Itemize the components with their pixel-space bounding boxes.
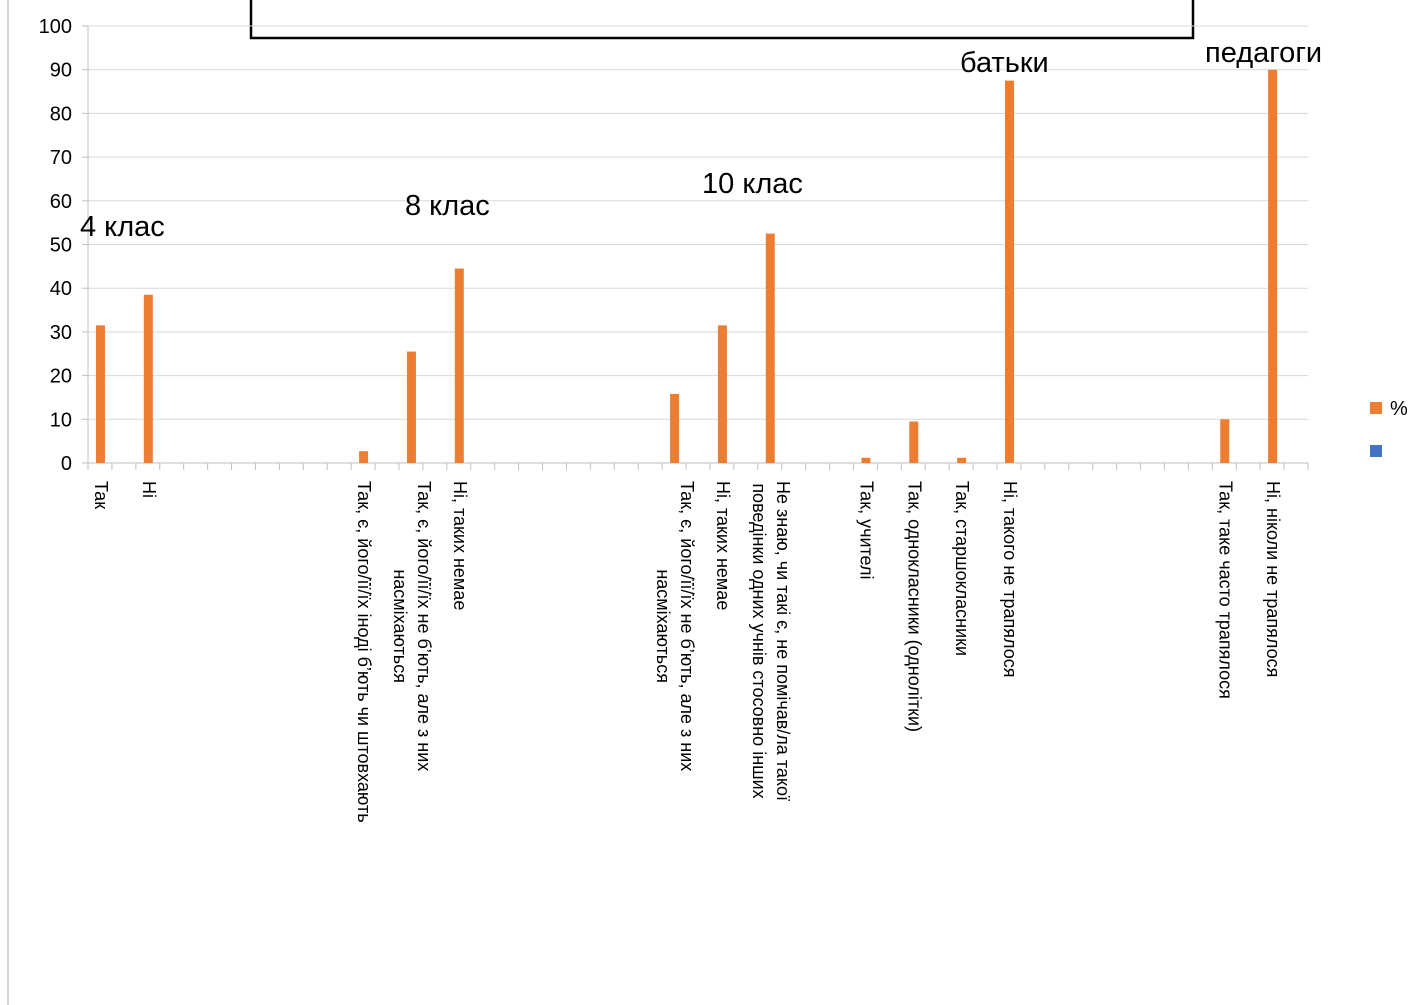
annotation: 10 клас [702, 168, 803, 200]
y-tick-label: 50 [50, 235, 72, 257]
y-tick-label: 20 [50, 366, 72, 388]
bar [143, 294, 153, 463]
bar [717, 325, 727, 463]
x-tick-label: Так [91, 481, 111, 509]
x-tick-label: Так, однокласники (однолітки) [905, 481, 925, 732]
bar [1268, 69, 1278, 463]
legend-swatch [1370, 402, 1382, 414]
annotation: 8 клас [405, 190, 490, 222]
bar [670, 393, 680, 463]
legend-label: % [1390, 398, 1408, 420]
bar [765, 233, 775, 463]
legend-swatch [1370, 445, 1382, 457]
y-tick-label: 60 [50, 191, 72, 213]
x-tick-label: Так, є, його/її/їх не б’ють, але з нихна… [653, 481, 697, 771]
annotation: педагоги [1205, 37, 1322, 69]
x-tick-label: Ні, такого не трапялося [1000, 481, 1020, 678]
x-tick-label: Так, є, його/її/їх не б’ють, але з нихна… [390, 481, 434, 771]
bar [454, 268, 464, 463]
annotation: батьки [960, 47, 1049, 79]
y-tick-label: 10 [50, 409, 72, 431]
title-box [249, 0, 1195, 40]
bar [861, 457, 871, 463]
x-tick-label: Не знаю, чи такі є, не помічав/ла такоїп… [749, 481, 793, 801]
bar [359, 451, 369, 463]
annotation: 4 клас [80, 211, 165, 243]
x-tick-label: Так, учителі [857, 481, 877, 579]
bar [909, 421, 919, 463]
bar [1220, 419, 1230, 463]
y-tick-label: 0 [61, 453, 72, 475]
x-tick-label: Так, є, його/її/їх іноді б’ють чи штовха… [354, 481, 374, 823]
x-tick-label: Ні, ніколи не трапялося [1263, 481, 1283, 677]
y-tick-label: 40 [50, 278, 72, 300]
x-tick-label: Ні [139, 481, 159, 498]
y-tick-label: 90 [50, 60, 72, 82]
y-tick-label: 80 [50, 103, 72, 125]
y-tick-label: 70 [50, 147, 72, 169]
x-tick-label: Ні, таких немае [713, 481, 733, 610]
y-tick-label: 100 [39, 16, 72, 38]
y-tick-label: 30 [50, 322, 72, 344]
bar [406, 351, 416, 463]
x-tick-label: Ні, таких немае [450, 481, 470, 610]
bar [957, 457, 967, 463]
x-tick-label: Так, таке часто трапялося [1216, 481, 1236, 699]
bar [1004, 80, 1014, 463]
bar [95, 325, 105, 463]
x-tick-label: Так, старшокласники [952, 481, 972, 656]
